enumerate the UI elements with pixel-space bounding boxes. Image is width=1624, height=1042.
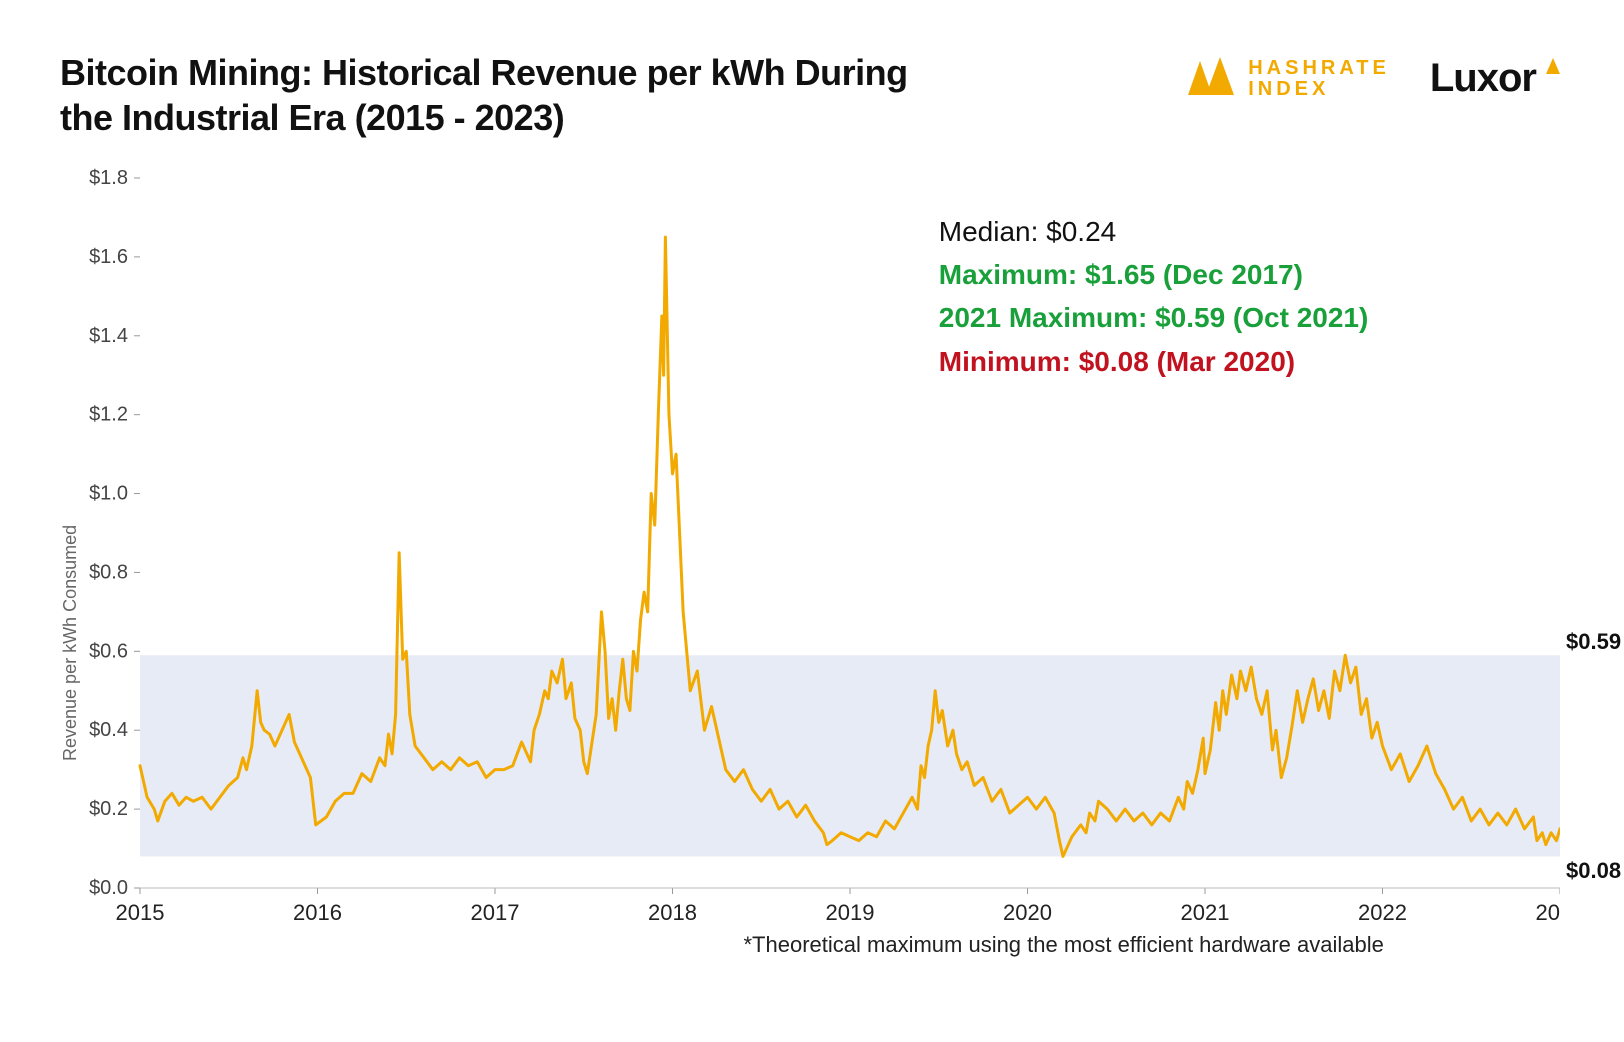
svg-text:$1.4: $1.4: [89, 325, 128, 347]
hashrate-line1: HASHRATE: [1248, 58, 1390, 79]
band-high-label: $0.59: [1566, 629, 1621, 655]
legend-max: Maximum: $1.65 (Dec 2017): [939, 253, 1369, 296]
luxor-text: Luxor: [1430, 56, 1536, 101]
chart-title: Bitcoin Mining: Historical Revenue per k…: [60, 50, 960, 140]
chart-footnote: *Theoretical maximum using the most effi…: [744, 932, 1384, 958]
legend-stats: Median: $0.24 Maximum: $1.65 (Dec 2017) …: [939, 210, 1369, 384]
svg-text:2022: 2022: [1358, 900, 1407, 925]
svg-text:$0.8: $0.8: [89, 561, 128, 583]
svg-text:$0.0: $0.0: [89, 877, 128, 899]
svg-text:2015: 2015: [116, 900, 165, 925]
header: Bitcoin Mining: Historical Revenue per k…: [60, 50, 1564, 140]
svg-text:$1.6: $1.6: [89, 246, 128, 268]
svg-text:$0.2: $0.2: [89, 798, 128, 820]
svg-text:$0.4: $0.4: [89, 719, 128, 741]
hashrate-icon: [1182, 57, 1236, 101]
svg-text:2018: 2018: [648, 900, 697, 925]
svg-text:2016: 2016: [293, 900, 342, 925]
svg-text:$1.0: $1.0: [89, 483, 128, 505]
svg-text:2020: 2020: [1003, 900, 1052, 925]
chart-area: $0.0 $0.2 $0.4 $0.6 $0.8 $1.0 $1.2 $1.4 $1.6 $1.8…: [60, 168, 1564, 948]
svg-text:$1.8: $1.8: [89, 168, 128, 189]
svg-text:2021: 2021: [1181, 900, 1230, 925]
band-low-label: $0.08: [1566, 858, 1621, 884]
legend-median: Median: $0.24: [939, 210, 1369, 253]
hashrate-line2: INDEX: [1248, 79, 1390, 100]
svg-text:2017: 2017: [471, 900, 520, 925]
logo-group: HASHRATE INDEX Luxor: [1182, 56, 1564, 101]
hashrate-index-logo: HASHRATE INDEX: [1182, 57, 1390, 101]
svg-text:2023: 2023: [1536, 900, 1560, 925]
svg-text:2019: 2019: [826, 900, 875, 925]
hashrate-text: HASHRATE INDEX: [1248, 58, 1390, 100]
svg-text:$1.2: $1.2: [89, 404, 128, 426]
luxor-icon: [1542, 56, 1564, 78]
y-axis-title: Revenue per kWh Consumed: [60, 525, 81, 761]
page-root: Bitcoin Mining: Historical Revenue per k…: [0, 0, 1624, 1042]
svg-text:$0.6: $0.6: [89, 640, 128, 662]
legend-min: Minimum: $0.08 (Mar 2020): [939, 340, 1369, 383]
luxor-logo: Luxor: [1430, 56, 1564, 101]
legend-2021-max: 2021 Maximum: $0.59 (Oct 2021): [939, 296, 1369, 339]
